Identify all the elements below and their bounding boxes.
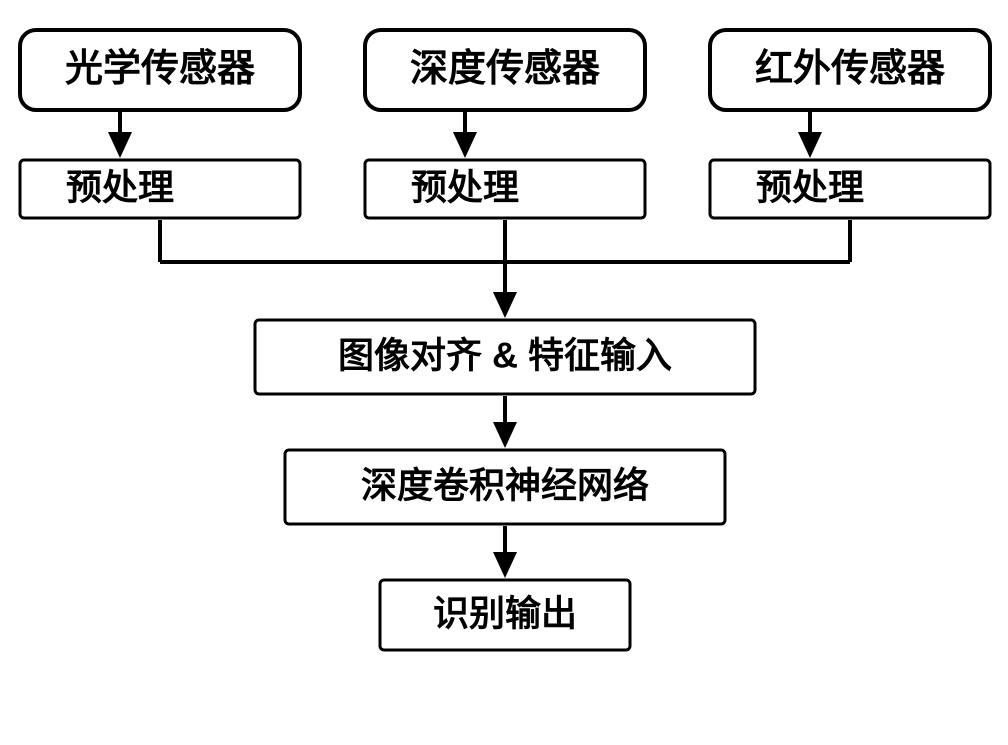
arrow-sensor-preproc-2 xyxy=(798,112,822,158)
sensor-optical-label: 光学传感器 xyxy=(65,47,256,90)
arrow-sensor-preproc-1 xyxy=(453,112,477,158)
arrow-sensor-preproc-0 xyxy=(108,112,132,158)
sensor-infrared: 红外传感器 xyxy=(710,30,990,110)
deep-cnn-label: 深度卷积神经网络 xyxy=(361,465,649,506)
sensor-optical: 光学传感器 xyxy=(20,30,300,110)
sensor-infrared-label: 红外传感器 xyxy=(755,48,946,90)
preproc-1-label: 预处理 xyxy=(411,167,519,208)
preproc-1: 预处理 xyxy=(365,160,645,218)
arrow-cnn-output xyxy=(493,526,517,578)
preproc-0: 预处理 xyxy=(20,160,300,218)
preproc-2: 预处理 xyxy=(710,160,990,218)
preproc-2-label: 预处理 xyxy=(756,167,864,208)
recognition-output-label: 识别输出 xyxy=(433,593,577,634)
sensor-depth-label: 深度传感器 xyxy=(410,48,601,90)
merge-bus xyxy=(160,220,850,318)
image-align-feature-input-label: 图像对齐 & 特征输入 xyxy=(338,335,672,376)
deep-cnn: 深度卷积神经网络 xyxy=(285,450,725,524)
recognition-output: 识别输出 xyxy=(380,580,630,650)
arrow-align-cnn xyxy=(493,396,517,448)
image-align-feature-input: 图像对齐 & 特征输入 xyxy=(255,320,755,394)
preproc-0-label: 预处理 xyxy=(66,167,174,208)
sensor-depth: 深度传感器 xyxy=(365,30,645,110)
